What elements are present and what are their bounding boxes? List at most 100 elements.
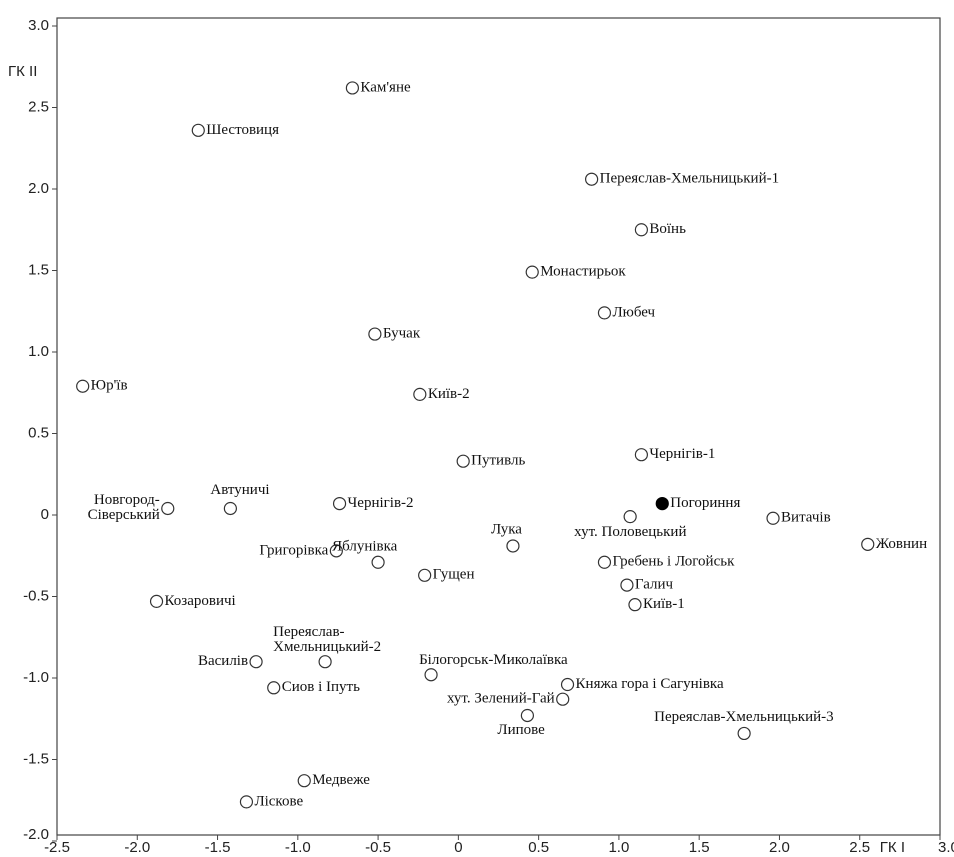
point-label: Любеч	[612, 304, 655, 320]
y-tick-label: 1.0	[28, 343, 49, 360]
point	[623, 510, 637, 524]
y-tick-label: 1.5	[28, 261, 49, 278]
x-tick-label: 0.5	[528, 839, 549, 856]
point-label: Григорівка	[259, 542, 328, 558]
point-label: Київ-1	[643, 596, 685, 612]
x-tick-label: -2.5	[44, 839, 70, 856]
point	[329, 544, 343, 558]
point	[620, 578, 634, 592]
point-label: Київ-2	[428, 386, 470, 402]
x-tick-label: 1.5	[689, 839, 710, 856]
y-tick-label: -1.0	[23, 669, 49, 686]
point-label: хут. Половецький	[574, 524, 686, 540]
point	[506, 539, 520, 553]
point-label: Яблунівка	[332, 539, 398, 555]
point	[520, 708, 534, 723]
x-tick-label: 2.5	[849, 839, 870, 856]
y-axis-label: ГК II	[8, 63, 37, 80]
y-tick-label: -2.0	[23, 826, 49, 843]
point	[766, 511, 780, 525]
point-label: Жовнин	[876, 536, 927, 552]
point	[556, 692, 570, 706]
point	[560, 677, 575, 692]
point-label: Автуничі	[210, 482, 269, 498]
point	[371, 555, 385, 569]
point-label: Переяслав-Хмельницький-1	[600, 171, 780, 187]
y-tick-label: -0.5	[23, 587, 49, 604]
point-label: Козаровичі	[165, 593, 236, 609]
point	[628, 598, 642, 612]
point	[332, 496, 347, 511]
point-label: Шестовиця	[206, 122, 279, 138]
point	[161, 501, 175, 516]
point	[318, 655, 332, 669]
point	[223, 501, 237, 516]
point-label: Монастирьок	[540, 264, 626, 280]
point-label: Путивль	[471, 453, 525, 469]
point	[634, 223, 648, 237]
point	[191, 123, 205, 137]
point	[249, 655, 263, 669]
point	[424, 668, 438, 682]
x-tick-label: -1.5	[205, 839, 231, 856]
point	[585, 172, 599, 186]
point-label: Медвеже	[312, 772, 370, 788]
point-label: Воїнь	[649, 221, 686, 237]
x-tick-label: -2.0	[124, 839, 150, 856]
point-label: Білогорськ-Миколаївка	[419, 652, 568, 668]
point-label: Гущен	[433, 567, 475, 583]
point	[418, 568, 432, 582]
point	[525, 265, 539, 279]
x-tick-label: -1.0	[285, 839, 311, 856]
point-label: Чернігів-2	[348, 495, 414, 511]
point	[267, 681, 281, 695]
y-tick-label: 0.5	[28, 424, 49, 441]
point-label: Чернігів-1	[649, 446, 715, 462]
point-label: Гребень і Логойськ	[612, 554, 735, 570]
point-label: Бучак	[383, 326, 421, 342]
point-label: Сіверський	[88, 507, 160, 523]
x-tick-label: 0	[454, 839, 462, 856]
y-tick-label: 2.5	[28, 98, 49, 115]
point-label: Княжа гора і Сагунівка	[576, 676, 724, 692]
point	[413, 387, 427, 401]
point-label: Сиов і Іпуть	[282, 679, 360, 695]
plot-frame	[56, 17, 941, 836]
point-label: хут. Зелений-Гай	[447, 691, 555, 707]
x-tick-label: 1.0	[608, 839, 629, 856]
x-tick-label: 3.0	[938, 839, 954, 856]
y-tick-label: 3.0	[28, 17, 49, 34]
point-label: Лука	[491, 521, 522, 537]
x-axis-label: ГК I	[880, 839, 905, 856]
point	[737, 726, 751, 741]
point	[368, 327, 382, 341]
point	[76, 379, 90, 393]
point-label: Юр'їв	[91, 378, 128, 394]
point-label: Погориння	[670, 495, 740, 511]
y-tick-label: -1.5	[23, 750, 49, 767]
point-label: Галич	[635, 577, 674, 593]
x-tick-label: -0.5	[365, 839, 391, 856]
point	[239, 795, 254, 809]
point-label: Кам'яне	[360, 79, 411, 95]
point-label: Ліскове	[254, 793, 303, 809]
point	[345, 81, 360, 95]
point-label: Липове	[497, 722, 545, 738]
point-label: Хмельницький-2	[273, 639, 381, 655]
point-label: Василів	[198, 653, 248, 669]
x-tick-label: 2.0	[769, 839, 790, 856]
point	[861, 537, 875, 551]
point	[149, 594, 164, 608]
point	[297, 774, 311, 788]
y-tick-label: 0	[41, 506, 49, 523]
point-label: Переяслав-	[273, 624, 344, 640]
point-label: Переяслав-Хмельницький-3	[654, 709, 834, 725]
y-tick-label: 2.0	[28, 180, 49, 197]
point-label: Витачів	[781, 510, 831, 526]
point	[634, 448, 648, 462]
point	[597, 555, 612, 569]
point	[597, 306, 612, 320]
point-label: Новгород-	[94, 492, 160, 508]
point	[456, 454, 470, 468]
